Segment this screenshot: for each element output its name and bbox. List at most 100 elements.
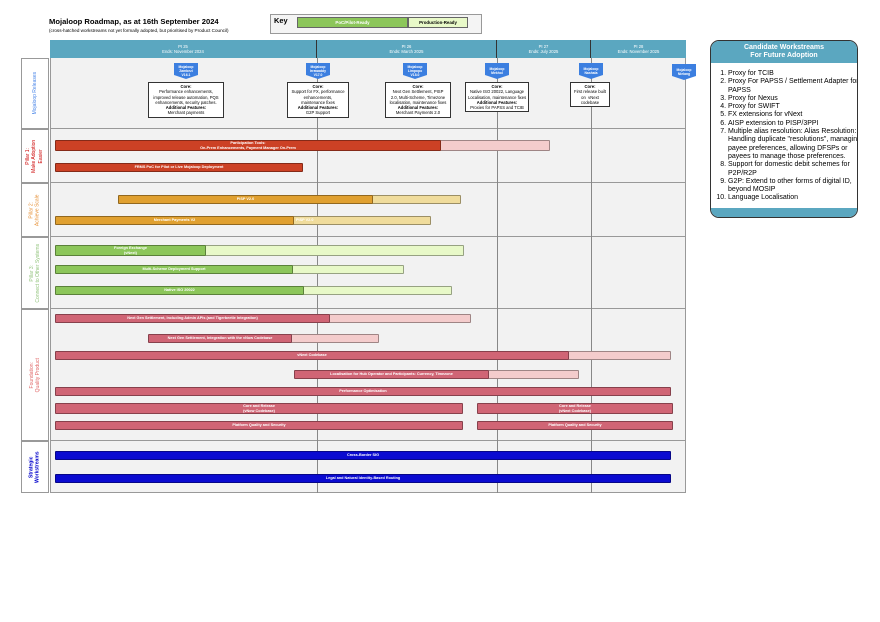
release-notes-irrawaddy: Core: Support for FX, performance enhanc… bbox=[287, 82, 349, 118]
release-badge-irrawaddy: Mojaloop Irrawaddy V17.0 bbox=[306, 63, 330, 79]
page-subtitle: (cross-hatched workstreams not yet forma… bbox=[49, 28, 229, 33]
pi-name: PI 27 bbox=[538, 43, 549, 49]
candidate-item: Proxy For PAPSS / Settlement Adapter for… bbox=[728, 78, 857, 95]
pi-name: PI 26 bbox=[401, 43, 412, 49]
lane-label-strategic: Strategic Workstreams bbox=[21, 441, 49, 493]
candidate-item: AISP extension to PISP/3PPI bbox=[728, 120, 857, 128]
release-add-label: Additional Features: bbox=[397, 105, 439, 110]
release-notes-mekhol: Core: Native ISO 20022, Language Localis… bbox=[465, 82, 529, 113]
candidate-item: Proxy for Nexus bbox=[728, 95, 857, 103]
pi-header-25: PI 25 Ends: November 2024 bbox=[50, 40, 317, 58]
bar-performance-optimisation: Performance Optimisation bbox=[55, 387, 671, 396]
bar-multischeme-ghost bbox=[292, 265, 404, 274]
pi-ends: Ends: July 2025 bbox=[528, 49, 559, 54]
release-notes-limpopo: Core: Next Gen Settlement, PISP 2.0, Mul… bbox=[385, 82, 451, 118]
pi-name: PI 25 bbox=[178, 43, 188, 49]
candidate-footer bbox=[711, 208, 857, 217]
lane-label-pillar2: Pillar 2: Achieve Scale bbox=[21, 183, 49, 237]
bar-ngs-vnow-ghost bbox=[291, 334, 379, 343]
bar-participation-tools: Participation Tools: On-Prem Enhancement… bbox=[55, 140, 441, 151]
lane-label-pillar3: Pillar 3: Connect to Other Systems bbox=[21, 237, 49, 309]
release-core-label: Core: bbox=[412, 84, 424, 89]
candidate-item: Multiple alias resolution: Alias Resolut… bbox=[728, 128, 857, 161]
release-core: Native ISO 20022, Language Localisation,… bbox=[468, 89, 527, 100]
release-core-label: Core: bbox=[491, 84, 503, 89]
bar-ngs-ghost bbox=[329, 314, 471, 323]
pi-divider bbox=[591, 58, 592, 493]
candidate-item: Proxy for SWIFT bbox=[728, 103, 857, 111]
key-label: Key bbox=[274, 16, 288, 25]
bar-pisp-v2: PISP V2.0 bbox=[118, 195, 373, 204]
release-notes-zambezi: Core: Performance enhancements, improved… bbox=[148, 82, 224, 118]
bar-vnext-codebase: vNext Codebase bbox=[55, 351, 569, 360]
release-core-label: Core: bbox=[584, 84, 596, 89]
release-notes-nashala: Core: First release built on vNext codeb… bbox=[570, 82, 610, 107]
bar-fx-ghost bbox=[205, 245, 464, 256]
bar-merchant-ghost: PISP V2.0 bbox=[293, 216, 431, 225]
bar-core-release-vnow: Core and Release (vNow Codebase) bbox=[55, 403, 463, 414]
bar-cross-border-sig: Cross-Border SIG bbox=[55, 451, 671, 460]
bar-multi-scheme: Multi-Scheme Deployment Support bbox=[55, 265, 293, 274]
bar-participation-tools-ghost bbox=[440, 140, 550, 151]
candidate-workstreams-panel: Candidate Workstreams For Future Adoptio… bbox=[710, 40, 858, 218]
pi-header-26: PI 26 Ends: March 2025 bbox=[317, 40, 497, 58]
bar-foreign-exchange: Foreign Exchange (vNext) bbox=[55, 245, 206, 256]
lane-bg-strategic bbox=[50, 441, 686, 493]
pi-divider bbox=[317, 58, 318, 493]
release-add-label: Additional Features: bbox=[297, 105, 339, 110]
release-add: Proxies for PAPSS and TCIB bbox=[470, 105, 524, 110]
pi-ends: Ends: November 2025 bbox=[617, 49, 660, 54]
release-add-label: Additional Features: bbox=[476, 99, 518, 105]
release-add: Merchant payments bbox=[167, 110, 205, 116]
pi-header-27: PI 27 Ends: July 2025 bbox=[497, 40, 591, 58]
key-item-poc: PoC/Pilot-Ready bbox=[297, 17, 408, 28]
release-badge-limpopo: Mojaloop Limpopo V18.0 bbox=[403, 63, 427, 79]
page-title: Mojaloop Roadmap, as at 16th September 2… bbox=[49, 17, 219, 26]
release-add-label: Additional Features: bbox=[165, 105, 207, 110]
pi-ends: Ends: March 2025 bbox=[389, 49, 424, 54]
bar-merchant-payments-v2: Merchant Payments V2 bbox=[55, 216, 294, 225]
bar-platform-quality-2: Platform Quality and Security bbox=[477, 421, 673, 430]
bar-ngs-vnow: Next Gen Settlement, Integration with th… bbox=[148, 334, 292, 343]
release-core: First release built on vNext codebase bbox=[574, 89, 606, 105]
lane-bg-pillar1 bbox=[50, 129, 686, 183]
bar-core-release-vnext: Core and Release (vNext Codebase) bbox=[477, 403, 673, 414]
release-badge-zambezi: Mojaloop Zambezi V16.1 bbox=[174, 63, 198, 79]
pi-header-28: PI 28 Ends: November 2025 bbox=[591, 40, 686, 58]
bar-next-gen-settlement: Next Gen Settlement, Including Admin API… bbox=[55, 314, 330, 323]
bar-localisation-ghost bbox=[488, 370, 579, 379]
release-badge-mekhol: Mojaloop Mekhol bbox=[485, 63, 509, 79]
pi-divider bbox=[497, 58, 498, 493]
bar-frms-poc: FRMS PoC for Pilot or Live Mojaloop Depl… bbox=[55, 163, 303, 172]
bar-vnext-ghost bbox=[568, 351, 671, 360]
release-core: Next Gen Settlement, PISP 2.0, Multi-Sch… bbox=[389, 89, 447, 105]
candidate-item: Language Localisation bbox=[728, 194, 857, 202]
candidate-item: G2P: Extend to other forms of digital ID… bbox=[728, 178, 857, 195]
lane-label-releases: Mojaloop Releases bbox=[21, 58, 49, 129]
candidate-item: FX extensions for vNext bbox=[728, 111, 857, 119]
pi-name: PI 28 bbox=[633, 43, 644, 49]
release-core-label: Core: bbox=[312, 84, 324, 89]
bar-iso-ghost bbox=[303, 286, 452, 295]
release-add: Merchant Payments 2.0 bbox=[395, 110, 441, 116]
candidate-item: Proxy for TCIB bbox=[728, 70, 857, 78]
release-add: G2P Support bbox=[305, 110, 331, 116]
release-core: Performance enhancements, improved relea… bbox=[153, 89, 219, 105]
bar-platform-quality-1: Platform Quality and Security bbox=[55, 421, 463, 430]
release-badge-nielang: Mojaloop Nielang bbox=[672, 64, 696, 80]
release-core-label: Core: bbox=[180, 84, 192, 89]
lane-bg-pillar2 bbox=[50, 183, 686, 237]
bar-pisp-ghost bbox=[372, 195, 461, 204]
bar-identity-routing: Legal and Natural Identity-Based Routing bbox=[55, 474, 671, 483]
pi-ends: Ends: November 2024 bbox=[162, 49, 204, 54]
release-core: Support for FX, performance enhancements… bbox=[291, 89, 345, 105]
bar-native-iso: Native ISO 20022 bbox=[55, 286, 304, 295]
candidate-item: Support for domestic debit schemes for P… bbox=[728, 161, 857, 178]
candidate-workstreams-title: Candidate Workstreams For Future Adoptio… bbox=[711, 41, 857, 63]
release-badge-nashala: Mojaloop Nashala bbox=[579, 63, 603, 79]
key-item-production: Production-Ready bbox=[408, 17, 468, 28]
bar-localisation: Localisation for Hub Operator and Partic… bbox=[294, 370, 489, 379]
candidate-list: Proxy for TCIB Proxy For PAPSS / Settlem… bbox=[715, 70, 857, 203]
lane-label-foundation: Foundation: Quality Product bbox=[21, 309, 49, 441]
lane-label-pillar1: Pillar 1: Make Adoption Easier bbox=[21, 129, 49, 183]
